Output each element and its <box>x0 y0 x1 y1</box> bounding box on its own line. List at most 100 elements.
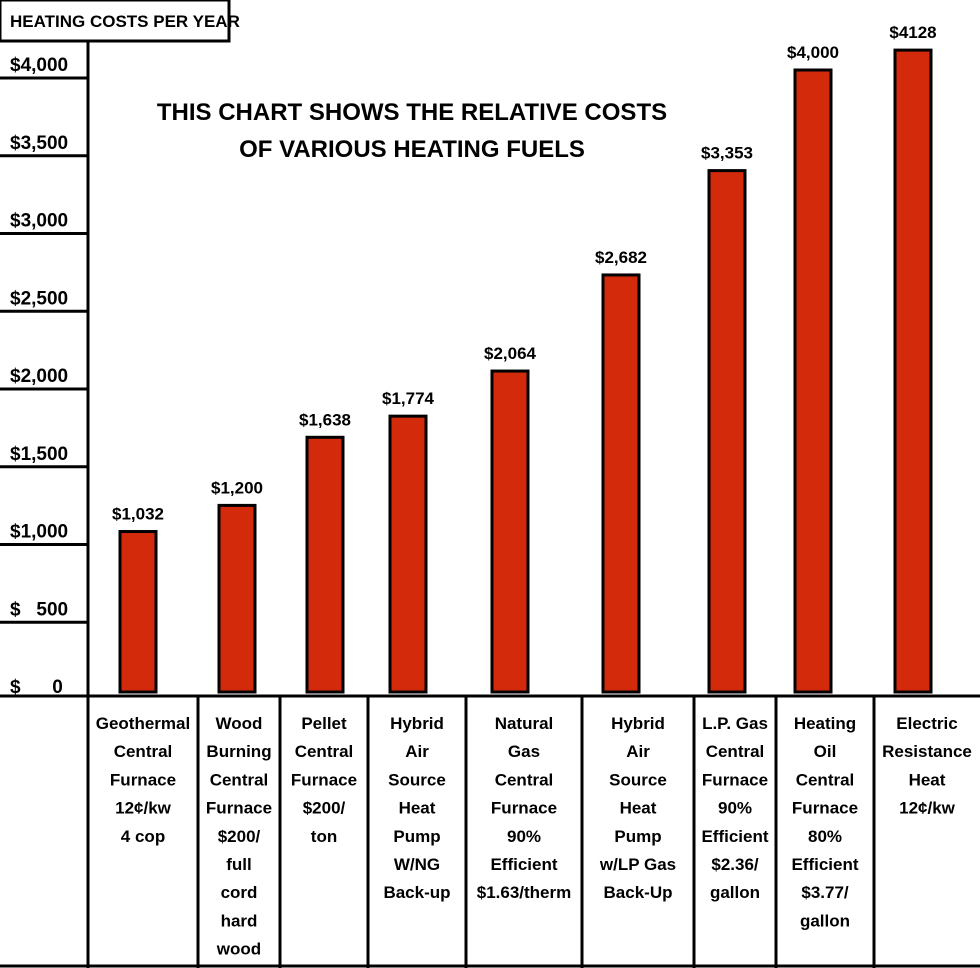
category-label-line: Furnace <box>702 770 768 789</box>
value-label: $4128 <box>889 23 936 42</box>
category-label-line: Source <box>609 770 667 789</box>
category-label-line: Hybrid <box>611 714 665 733</box>
category-label-line: gallon <box>800 911 850 930</box>
bar <box>601 273 641 694</box>
category-label: Electric Resistance Heat 12¢/kw <box>882 714 972 818</box>
category-label-line: 90% <box>507 827 541 846</box>
category-label-line: Electric <box>896 714 957 733</box>
category-label: Natural Gas Central Furnace 90% Efficient $1.6… <box>477 714 572 902</box>
category-label-line: Back-Up <box>604 883 673 902</box>
category-label-line: Furnace <box>206 799 272 818</box>
y-tick-label: $1,500 <box>10 444 68 465</box>
category-label-line: L.P. Gas <box>702 714 768 733</box>
category-label-line: $200/ <box>303 799 346 818</box>
category-label-line: Central <box>114 742 173 761</box>
bars: $1,032 $1,200 $1,638 $1,774 $2,064 $2,682 $3,3… <box>112 23 937 694</box>
category-label-line: Efficient <box>791 855 858 874</box>
category-label: Hybrid Air Source Heat Pump w/LP Gas Back-Up <box>599 714 676 902</box>
category-label-line: Heat <box>909 770 946 789</box>
category-label-line: Efficient <box>701 827 768 846</box>
value-label: $3,353 <box>701 144 753 163</box>
category-label-line: $1.63/therm <box>477 883 572 902</box>
category-label-line: Central <box>295 742 354 761</box>
bar <box>305 435 345 694</box>
axes <box>0 41 980 968</box>
bar <box>793 68 833 694</box>
y-tick-label: $ 500 <box>10 599 68 620</box>
category-label-line: Air <box>405 742 429 761</box>
category-label: Pellet Central Furnace $200/ton <box>291 714 357 846</box>
category-label-line: $3.77/ <box>801 883 849 902</box>
category-table: Geothermal Central Furnace 12¢/kw 4 cop Wood B… <box>0 696 980 968</box>
title-box <box>0 0 231 43</box>
value-label: $4,000 <box>787 43 839 62</box>
y-tick-label: $ 0 <box>10 677 63 698</box>
category-label-line: Furnace <box>792 799 858 818</box>
y-tick-label: $3,000 <box>10 211 68 232</box>
category-label-line: cord <box>221 883 258 902</box>
y-tick-label: $2,000 <box>10 366 68 387</box>
category-label-line: Pump <box>614 827 661 846</box>
category-label-line: Hybrid <box>390 714 444 733</box>
value-label: $1,638 <box>299 410 351 429</box>
headline-line-1: THIS CHART SHOWS THE RELATIVE COSTS <box>157 99 667 126</box>
value-label: $1,200 <box>211 478 263 497</box>
category-label-line: Central <box>495 770 554 789</box>
category-label: Geothermal Central Furnace 12¢/kw 4 cop <box>96 714 190 846</box>
category-label-line: full <box>226 855 252 874</box>
category-label: Wood Burning Central Furnace $200/full cord ha… <box>206 714 272 959</box>
category-label-line: Resistance <box>882 742 972 761</box>
category-label-line: Natural <box>495 714 554 733</box>
category-label-line: Air <box>626 742 650 761</box>
category-label-line: 12¢/kw <box>899 799 956 818</box>
category-label-line: Back-up <box>383 883 450 902</box>
bar <box>217 503 257 694</box>
bar <box>490 369 530 694</box>
category-label-line: $200/ <box>218 827 261 846</box>
category-label-line: Furnace <box>110 770 176 789</box>
y-tick-label: $3,500 <box>10 133 68 154</box>
category-label-line: Pump <box>393 827 440 846</box>
y-axis-ticks: $4,000 $3,500 $3,000 $2,500 $2,000 $1,500 $1,0… <box>0 55 88 698</box>
category-label-line: ton <box>311 827 337 846</box>
category-label-line: Heating <box>794 714 856 733</box>
category-label-line: Central <box>706 742 765 761</box>
category-label-line: Furnace <box>491 799 557 818</box>
category-label-line: Central <box>210 770 269 789</box>
y-tick-label: $1,000 <box>10 522 68 543</box>
value-label: $1,032 <box>112 505 164 524</box>
category-label-line: 4 cop <box>121 827 165 846</box>
category-label-line: 80% <box>808 827 842 846</box>
bar <box>893 48 933 694</box>
category-label-line: hard <box>221 911 258 930</box>
category-label-line: 12¢/kw <box>115 799 172 818</box>
bar <box>118 530 158 694</box>
category-label-line: Source <box>388 770 446 789</box>
category-label: Heating Oil Central Furnace 80% Efficient $3.7… <box>791 714 858 930</box>
y-tick-label: $2,500 <box>10 288 68 309</box>
category-label-line: Burning <box>206 742 271 761</box>
category-label-line: Efficient <box>490 855 557 874</box>
category-label-line: 90% <box>718 799 752 818</box>
chart-title: HEATING COSTS PER YEAR <box>10 12 240 31</box>
category-label-line: Geothermal <box>96 714 190 733</box>
category-label-line: Wood <box>216 714 263 733</box>
category-label-line: Heat <box>399 799 436 818</box>
bar <box>707 169 747 694</box>
y-tick-label: $4,000 <box>10 55 68 76</box>
category-label-line: Oil <box>814 742 837 761</box>
category-label-line: wood <box>216 940 261 959</box>
category-label-line: w/LP Gas <box>599 855 676 874</box>
value-label: $1,774 <box>382 389 435 408</box>
value-label: $2,682 <box>595 248 647 267</box>
bar <box>388 414 428 694</box>
category-label-line: Heat <box>620 799 657 818</box>
category-label: L.P. Gas Central Furnace 90% Efficient $2.36/… <box>701 714 768 902</box>
category-label-line: Central <box>796 770 855 789</box>
headline-line-2: OF VARIOUS HEATING FUELS <box>239 136 585 163</box>
category-label-line: Gas <box>508 742 540 761</box>
category-label-line: $2.36/ <box>711 855 759 874</box>
category-label-line: gallon <box>710 883 760 902</box>
